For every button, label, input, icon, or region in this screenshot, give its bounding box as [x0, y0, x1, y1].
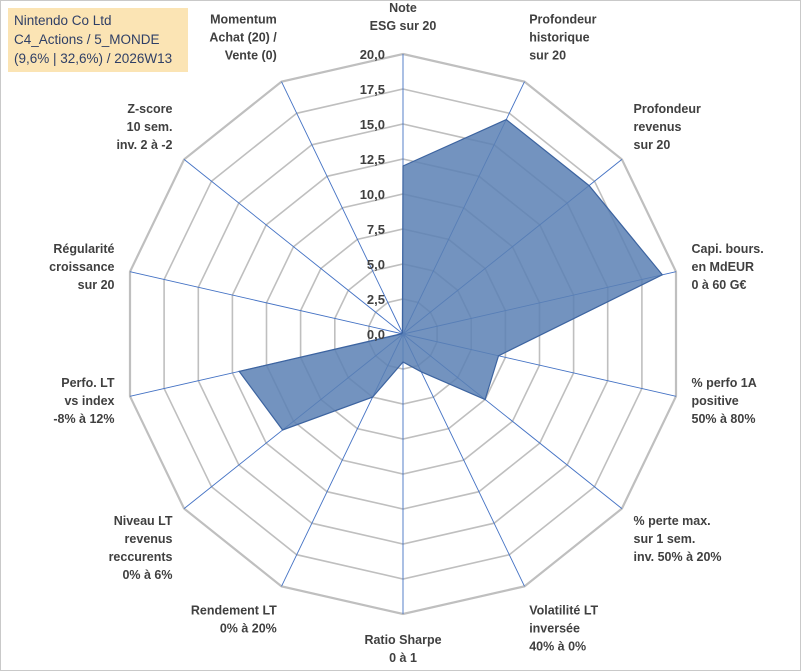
axis-label-line: Perfo. LT [61, 376, 115, 390]
axis-label-line: inv. 2 à -2 [116, 138, 172, 152]
axis-label-line: en MdEUR [692, 260, 755, 274]
axis-label-line: Rendement LT [191, 603, 277, 617]
series-area-0 [238, 118, 664, 431]
axis-label-line: sur 1 sem. [634, 532, 696, 546]
axis-label-line: Ratio Sharpe [364, 633, 441, 647]
spoke-13 [281, 81, 404, 335]
axis-label-line: Volatilité LT [529, 603, 598, 617]
axis-label-0: Note ESG sur 20 [370, 1, 437, 33]
axis-label-line: ESG sur 20 [370, 19, 437, 33]
axis-label-line: Régularité [53, 242, 114, 256]
axis-label-line: 0% à 6% [122, 568, 172, 582]
radar-series [238, 118, 664, 431]
axis-label-line: Vente (0) [225, 49, 277, 63]
axis-label-line: -8% à 12% [53, 412, 114, 426]
axis-label-line: Z-score [127, 102, 172, 116]
axis-label-line: Niveau LT [114, 514, 173, 528]
tick-label: 7,5 [367, 222, 385, 237]
spoke-12 [183, 159, 404, 335]
radar-axis-labels: Note ESG sur 20 Profondeur historique sur 20… [49, 1, 764, 665]
axis-label-line: 0 à 60 G€ [692, 278, 747, 292]
tick-label: 12,5 [360, 152, 385, 167]
axis-label-line: sur 20 [529, 49, 566, 63]
axis-label-13: Momentum Achat (20) / Vente (0) [209, 13, 277, 63]
axis-label-7: Ratio Sharpe 0 à 1 [364, 633, 441, 665]
spoke-6 [402, 333, 525, 587]
tick-label: 20,0 [360, 47, 385, 62]
radar-tick-labels: 0,0 2,5 5,0 7,5 10,0 12,5 15,0 17,5 20,0 [360, 47, 385, 342]
axis-label-line: inv. 50% à 20% [634, 550, 722, 564]
axis-label-line: Profondeur [529, 13, 596, 27]
axis-label-line: vs index [64, 394, 114, 408]
axis-label-8: Rendement LT 0% à 20% [191, 603, 277, 635]
axis-label-6: Volatilité LT inversée 40% à 0% [529, 603, 598, 653]
axis-label-1: Profondeur historique sur 20 [529, 13, 596, 63]
axis-label-5: % perte max. sur 1 sem. inv. 50% à 20% [634, 514, 722, 564]
axis-label-line: Note [389, 1, 417, 15]
tick-label: 0,0 [367, 327, 385, 342]
axis-label-line: reccurents [109, 550, 173, 564]
axis-label-line: % perfo 1A [692, 376, 757, 390]
info-company: Nintendo Co Ltd [14, 13, 112, 28]
axis-label-line: 40% à 0% [529, 639, 586, 653]
axis-label-9: Niveau LT revenus reccurents 0% à 6% [109, 514, 173, 582]
axis-label-line: sur 20 [78, 278, 115, 292]
axis-label-10: Perfo. LT vs index -8% à 12% [53, 376, 115, 426]
axis-label-line: sur 20 [634, 138, 671, 152]
axis-label-line: Momentum [210, 13, 277, 27]
axis-label-12: Z-score 10 sem. inv. 2 à -2 [116, 102, 172, 152]
axis-label-3: Capi. bours. en MdEUR 0 à 60 G€ [692, 242, 764, 292]
axis-label-line: historique [529, 31, 589, 45]
axis-label-line: Profondeur [634, 102, 701, 116]
axis-label-line: 0% à 20% [220, 621, 277, 635]
axis-label-line: positive [692, 394, 739, 408]
axis-label-line: revenus [125, 532, 173, 546]
axis-label-line: inversée [529, 621, 580, 635]
tick-label: 15,0 [360, 117, 385, 132]
axis-label-2: Profondeur revenus sur 20 [634, 102, 701, 152]
tick-label: 17,5 [360, 82, 385, 97]
axis-label-line: % perte max. [634, 514, 711, 528]
axis-label-line: croissance [49, 260, 114, 274]
info-category: C4_Actions / 5_MONDE [14, 32, 160, 47]
axis-label-line: 50% à 80% [692, 412, 756, 426]
tick-label: 10,0 [360, 187, 385, 202]
info-box: Nintendo Co Ltd C4_Actions / 5_MONDE (9,… [8, 8, 188, 72]
axis-label-line: Achat (20) / [209, 31, 277, 45]
axis-label-line: 0 à 1 [389, 651, 417, 665]
axis-label-4: % perfo 1A positive 50% à 80% [692, 376, 757, 426]
tick-label: 2,5 [367, 292, 385, 307]
axis-label-11: Régularité croissance sur 20 [49, 242, 114, 292]
axis-label-line: Capi. bours. [692, 242, 764, 256]
tick-label: 5,0 [367, 257, 385, 272]
spoke-11 [129, 271, 404, 335]
axis-label-line: 10 sem. [127, 120, 173, 134]
axis-label-line: revenus [634, 120, 682, 134]
info-stats: (9,6% | 32,6%) / 2026W13 [14, 51, 173, 66]
